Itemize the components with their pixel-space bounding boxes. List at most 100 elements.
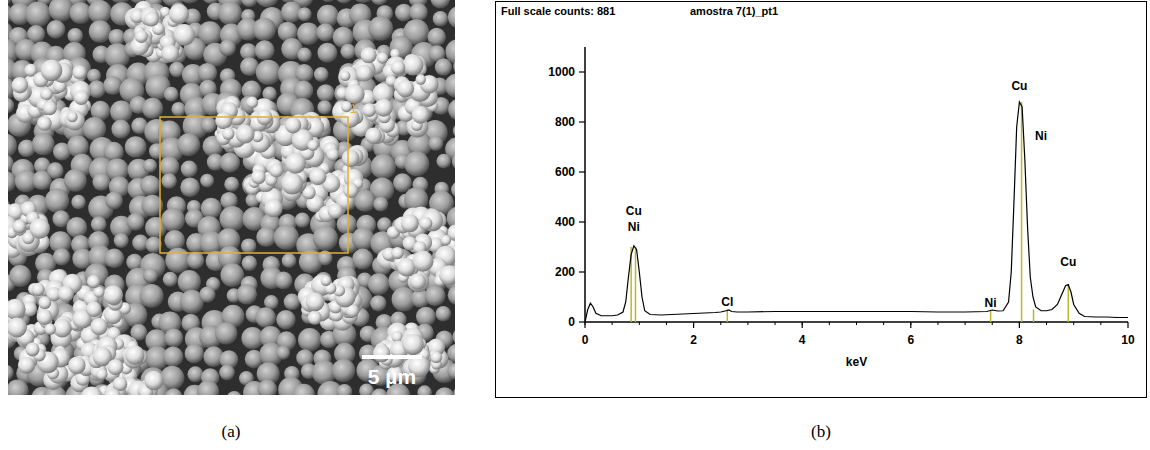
agglomerate-grain xyxy=(58,286,74,302)
particle xyxy=(317,43,337,63)
scale-bar-label: 5 µm xyxy=(368,365,416,388)
agglomerate-grain xyxy=(140,7,159,26)
particle xyxy=(201,117,217,133)
x-minor-tick xyxy=(639,322,640,325)
agglomerate-grain xyxy=(439,265,455,285)
particle xyxy=(255,307,276,328)
agglomerate-grain xyxy=(365,127,382,144)
panel-label: (a) xyxy=(222,422,241,441)
y-tick xyxy=(579,121,585,122)
x-tick-label: 0 xyxy=(582,333,589,347)
header: Full scale counts: 881 xyxy=(501,5,615,17)
particle xyxy=(450,0,455,1)
particle xyxy=(255,40,275,60)
agglomerate-grain xyxy=(373,345,391,363)
y-tick-label: 600 xyxy=(555,165,575,179)
particle xyxy=(404,151,429,176)
particle xyxy=(417,385,432,395)
particle xyxy=(105,192,123,210)
x-tick-label: 4 xyxy=(799,333,806,347)
particle xyxy=(256,227,276,247)
agglomerate-grain xyxy=(430,351,442,363)
particle xyxy=(201,198,222,219)
particle xyxy=(71,195,86,210)
y-tick-label: 1000 xyxy=(548,65,575,79)
particle xyxy=(448,6,455,28)
agglomerate-grain xyxy=(8,299,26,320)
x-axis-title: keV xyxy=(846,355,867,369)
x-minor-tick xyxy=(992,322,993,325)
y-tick xyxy=(579,271,585,272)
particle xyxy=(163,346,183,366)
particle xyxy=(371,0,388,5)
agglomerate-grain xyxy=(144,12,159,27)
agglomerate-grain xyxy=(306,292,325,311)
x-minor-tick xyxy=(937,322,938,325)
particle xyxy=(242,255,257,270)
agglomerate-grain xyxy=(345,84,365,104)
particle xyxy=(92,173,110,191)
particle xyxy=(177,133,200,156)
x-tick xyxy=(802,322,803,328)
agglomerate-grain xyxy=(37,116,52,131)
particle xyxy=(8,380,29,395)
particle xyxy=(452,153,455,171)
agglomerate-grain xyxy=(397,80,415,98)
agglomerate-grain xyxy=(72,65,86,79)
x-minor-tick xyxy=(720,322,721,325)
agglomerate-grain xyxy=(65,110,85,130)
particle xyxy=(171,102,185,116)
x-minor-tick xyxy=(1073,322,1074,325)
agglomerate-grain xyxy=(375,99,393,117)
particle xyxy=(110,100,132,122)
particle xyxy=(199,286,215,302)
agglomerate-grain xyxy=(377,52,388,63)
particle xyxy=(32,170,52,190)
agglomerate-grain xyxy=(362,103,376,117)
particle xyxy=(297,48,312,63)
spectrum-line xyxy=(585,102,1128,322)
particle xyxy=(451,181,455,198)
agglomerate-grain xyxy=(412,106,430,124)
x-tick-label: 2 xyxy=(690,333,697,347)
element-label: Cu xyxy=(1011,79,1027,93)
x-tick-label: 8 xyxy=(1016,333,1023,347)
x-minor-tick xyxy=(585,322,586,325)
element-line xyxy=(1033,310,1035,323)
particle xyxy=(445,74,455,98)
agglomerate-grain xyxy=(30,218,50,238)
sem-image xyxy=(8,0,455,395)
y-tick xyxy=(579,221,585,222)
particle xyxy=(143,268,158,283)
particle xyxy=(298,7,312,21)
particle xyxy=(219,39,236,56)
particle xyxy=(198,63,218,83)
y-tick-label: 0 xyxy=(568,315,575,329)
particle xyxy=(316,23,334,41)
agglomerate-grain xyxy=(8,318,27,338)
particle xyxy=(161,208,185,232)
agglomerate-grain xyxy=(26,342,40,356)
particle xyxy=(332,359,355,382)
plot-area xyxy=(585,102,1128,322)
agglomerate-grain xyxy=(361,47,377,63)
agglomerate-grain xyxy=(309,168,326,185)
x-minor-tick xyxy=(612,322,613,325)
particle xyxy=(142,98,163,119)
particle xyxy=(313,226,338,251)
particle xyxy=(337,384,353,395)
agglomerate-grain xyxy=(161,45,179,63)
agglomerate-grain xyxy=(107,359,123,375)
particle xyxy=(409,3,428,22)
particle xyxy=(435,387,454,395)
agglomerate-grain xyxy=(403,55,424,76)
particle xyxy=(220,263,244,287)
particle xyxy=(368,273,390,295)
x-minor-tick xyxy=(910,322,911,325)
particle xyxy=(103,76,122,95)
agglomerate-grain xyxy=(441,235,451,245)
particle xyxy=(178,270,201,293)
particle xyxy=(185,344,204,363)
particle xyxy=(187,252,204,269)
particle xyxy=(431,0,451,8)
